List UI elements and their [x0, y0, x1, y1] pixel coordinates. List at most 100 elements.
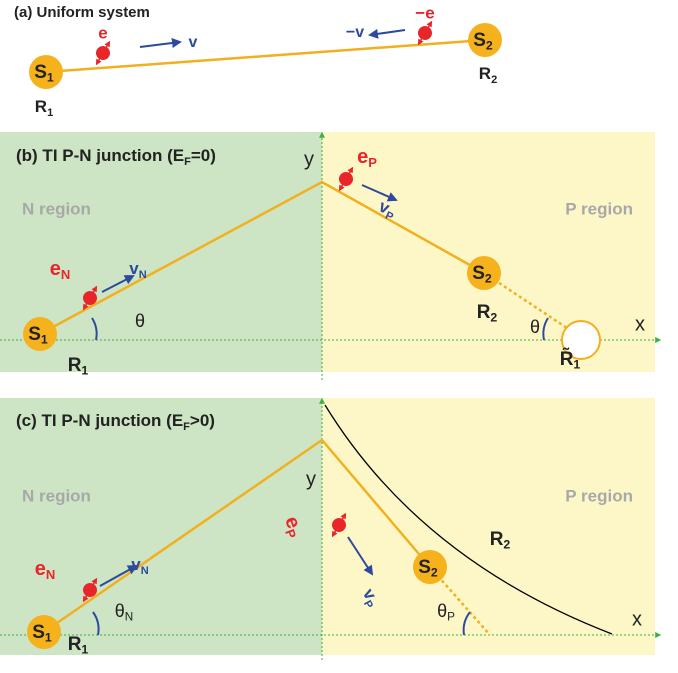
site	[468, 23, 502, 57]
electron-left: e	[98, 23, 107, 42]
label-main: (c) TI P-N junction (E	[16, 411, 183, 430]
spin-arrow	[82, 577, 98, 603]
label-sub: N	[61, 267, 70, 282]
label-main: S	[28, 324, 41, 345]
position-2: R2	[477, 302, 498, 325]
label-sub: 2	[485, 272, 492, 286]
label-main: S	[472, 263, 485, 284]
image-position: R̃1	[560, 347, 581, 372]
site-1: S1	[32, 622, 52, 645]
position-1: R1	[68, 355, 89, 378]
label-main: v	[131, 555, 141, 574]
velocity-arrow	[347, 536, 374, 576]
velocity-arrow	[101, 275, 135, 293]
angle-left: θ	[135, 311, 145, 331]
position-2: R2	[490, 529, 511, 552]
label-sub: P	[368, 155, 377, 170]
label-main: R	[35, 97, 47, 116]
electron	[95, 40, 111, 66]
electron	[82, 577, 98, 603]
velocity-left: v	[189, 34, 198, 51]
label-main: S	[34, 62, 47, 83]
position-1: R1	[35, 97, 53, 119]
site-2: S2	[418, 557, 438, 580]
n-region: N region	[22, 199, 91, 218]
label-sub: 2	[486, 39, 493, 53]
label-tail: =0)	[191, 146, 216, 165]
site	[29, 55, 63, 89]
label-main: (b) TI P-N junction (E	[16, 146, 184, 165]
axis-x: x	[635, 313, 645, 335]
electron-n: eN	[50, 258, 71, 282]
label-main: R	[477, 302, 491, 323]
angle-p: θP	[437, 601, 455, 624]
label-sub: 1	[81, 643, 88, 657]
label-sub: 2	[503, 538, 510, 552]
electron	[338, 166, 354, 192]
label-main: S	[32, 622, 45, 643]
p-region: P region	[565, 199, 633, 218]
label-main: θ	[115, 601, 125, 621]
edge-extension	[483, 271, 571, 332]
label-main: e	[50, 258, 61, 280]
label-sub: F	[184, 156, 191, 168]
site-1: S1	[28, 324, 48, 347]
spin-arrow	[82, 285, 98, 311]
spin-arrow	[95, 40, 111, 66]
label-main: R	[479, 64, 491, 83]
angle-arc	[542, 317, 549, 341]
velocity-n: vN	[129, 259, 146, 281]
position-2: R2	[479, 64, 497, 86]
electron	[82, 285, 98, 311]
label-sub: P	[447, 610, 455, 623]
label-sub: F	[183, 421, 190, 433]
edge	[45, 38, 486, 74]
p-region: P region	[565, 486, 633, 505]
spin-arrow	[417, 20, 433, 46]
title: (b) TI P-N junction (EF=0)	[16, 146, 216, 168]
site	[23, 317, 57, 351]
velocity-arrow	[368, 28, 406, 39]
site	[413, 550, 447, 584]
label-main: R	[68, 355, 82, 376]
site-2: S2	[472, 263, 492, 286]
position-1: R1	[68, 634, 89, 657]
label-sub: 2	[431, 566, 438, 580]
label-sub: N	[125, 610, 133, 623]
title: (c) TI P-N junction (EF>0)	[16, 411, 215, 433]
velocity-arrow	[99, 565, 138, 587]
label-main: e	[357, 146, 368, 168]
site	[467, 256, 501, 290]
velocity-arrow	[361, 184, 398, 202]
site-2: S2	[473, 30, 493, 53]
label-main: θ	[437, 601, 447, 621]
label-sub: P	[383, 210, 395, 224]
title: (a) Uniform system	[14, 4, 150, 21]
label-sub: N	[139, 269, 147, 281]
velocity-right: −v	[346, 24, 364, 41]
label-sub: 1	[81, 364, 88, 378]
angle-arc	[462, 611, 471, 636]
angle-arc	[92, 611, 100, 636]
n-region: N region	[22, 486, 91, 505]
angle-n: θN	[115, 601, 133, 624]
boundary-curve	[324, 404, 613, 635]
angle-right: θ	[530, 317, 540, 337]
label-main: R	[490, 529, 504, 550]
site-1: S1	[34, 62, 54, 85]
label-sub: 2	[491, 74, 497, 86]
label-sub: 1	[41, 333, 48, 347]
label-sub: 1	[47, 71, 54, 85]
label-main: R	[68, 634, 82, 655]
p-region-bg	[322, 132, 655, 372]
axis-y: y	[306, 468, 316, 490]
label-sub: 2	[490, 311, 497, 325]
velocity-n: vN	[131, 555, 148, 577]
label-main: R̃	[560, 347, 574, 370]
electron	[331, 512, 347, 538]
label-sub: 1	[573, 358, 580, 372]
label-main: v	[129, 259, 139, 278]
label-sub: 1	[47, 107, 53, 119]
electron-p: eP	[357, 146, 377, 170]
